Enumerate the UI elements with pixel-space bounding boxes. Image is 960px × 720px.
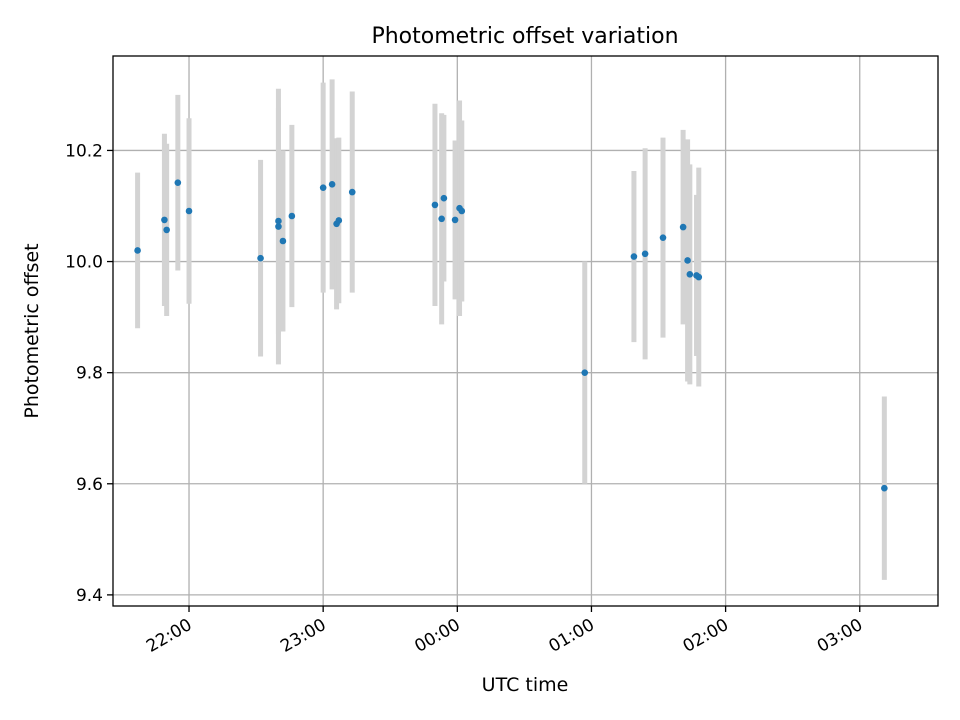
x-axis-label: UTC time (482, 674, 569, 696)
data-point (695, 273, 703, 281)
data-point (335, 217, 343, 224)
data-points (134, 179, 888, 492)
data-point (679, 223, 687, 231)
data-point (451, 216, 459, 224)
data-point (881, 484, 888, 492)
data-point (257, 254, 264, 262)
y-tick-label: 10.2 (65, 141, 103, 161)
data-point (275, 217, 282, 225)
data-point (581, 369, 589, 376)
data-point (185, 207, 193, 215)
data-point (279, 237, 287, 245)
y-tick-label: 9.6 (76, 475, 103, 495)
data-point (328, 181, 336, 188)
y-tick-label: 9.4 (76, 586, 103, 606)
data-point (174, 179, 182, 186)
y-axis-ticks: 9.4 9.6 9.8 10.0 10.2 (65, 141, 113, 606)
data-point (134, 247, 141, 254)
data-point (275, 223, 282, 230)
data-point (659, 234, 667, 241)
data-point (431, 201, 439, 209)
y-tick-label: 9.8 (76, 364, 103, 384)
data-point (288, 212, 296, 220)
data-point (440, 194, 448, 202)
data-point (348, 188, 356, 196)
data-point (161, 216, 168, 224)
y-axis-label: Photometric offset (21, 243, 43, 418)
data-point (641, 250, 649, 258)
data-point (684, 257, 691, 264)
data-point (438, 215, 445, 223)
plot-frame (112, 55, 939, 607)
chart-title: Photometric offset variation (371, 24, 678, 49)
data-point (319, 184, 327, 191)
y-tick-label: 10.0 (65, 253, 103, 273)
data-point (163, 226, 170, 234)
data-point (458, 207, 466, 215)
data-point (630, 253, 638, 260)
data-point (686, 271, 694, 278)
